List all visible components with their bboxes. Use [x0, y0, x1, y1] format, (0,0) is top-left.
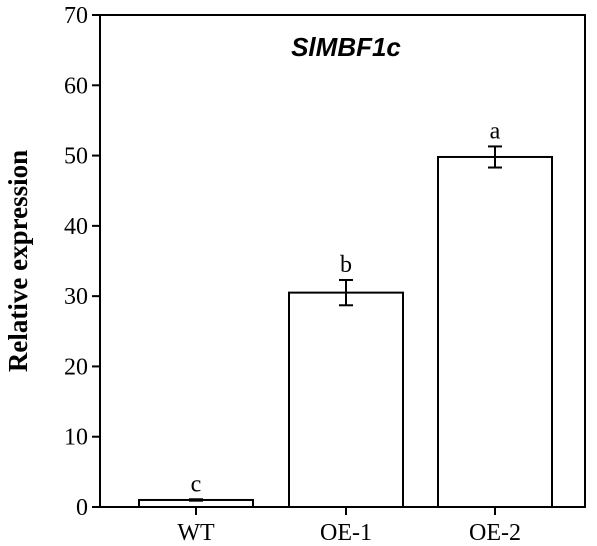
plot-frame — [99, 14, 586, 508]
y-tick-label: 20 — [64, 354, 88, 380]
y-axis-ticks: 0 10 20 30 40 50 60 70 — [64, 3, 100, 521]
significance-label: b — [340, 252, 352, 278]
significance-label: a — [490, 118, 501, 144]
error-bar-oe-2 — [488, 145, 502, 169]
error-bar-wt — [189, 498, 203, 502]
x-axis-ticks: WT OE-1 OE-2 — [177, 507, 521, 546]
y-axis-title: Relative expression — [3, 150, 33, 372]
y-tick-label: 70 — [64, 3, 88, 29]
chart-title: SlMBF1c — [291, 32, 401, 62]
y-tick-label: 60 — [64, 73, 88, 99]
y-tick-label: 50 — [64, 144, 88, 170]
significance-labels: c b a — [191, 118, 501, 497]
error-bars — [189, 145, 502, 502]
x-tick-label: OE-1 — [320, 520, 372, 546]
y-tick-label: 30 — [64, 284, 88, 310]
significance-label: c — [191, 471, 202, 497]
error-bar-oe-1 — [339, 278, 353, 307]
y-tick-label: 40 — [64, 214, 88, 240]
x-tick-label: WT — [177, 520, 215, 546]
bar-oe-1 — [288, 291, 404, 508]
y-tick-label: 0 — [76, 495, 88, 521]
x-tick-label: OE-2 — [469, 520, 521, 546]
bars — [138, 155, 553, 509]
y-tick-label: 10 — [64, 425, 88, 451]
bar-oe-2 — [437, 155, 553, 508]
